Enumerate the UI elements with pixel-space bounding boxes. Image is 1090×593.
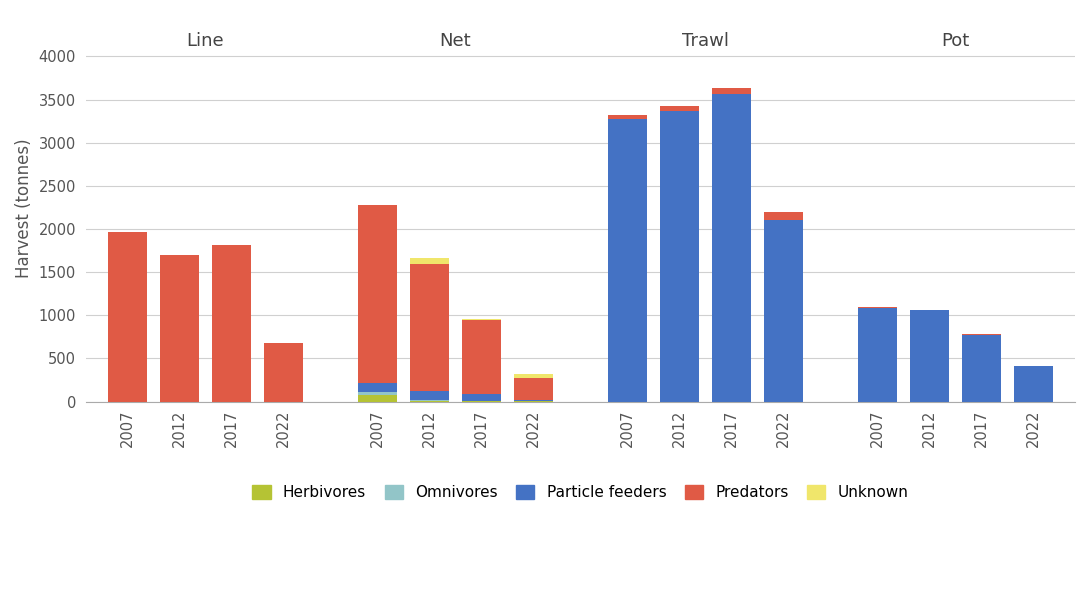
Bar bbox=[514, 374, 553, 378]
Bar bbox=[358, 395, 397, 401]
Bar bbox=[410, 400, 449, 401]
Bar bbox=[608, 114, 646, 119]
Y-axis label: Harvest (tonnes): Harvest (tonnes) bbox=[15, 139, 33, 278]
Bar bbox=[712, 88, 751, 94]
Text: Net: Net bbox=[439, 31, 471, 50]
Bar bbox=[462, 394, 501, 401]
Bar bbox=[358, 392, 397, 395]
Bar bbox=[858, 308, 897, 401]
Bar bbox=[462, 319, 501, 320]
Bar bbox=[410, 259, 449, 263]
Bar bbox=[659, 111, 699, 401]
Bar bbox=[910, 310, 948, 401]
Bar bbox=[764, 212, 803, 221]
Bar bbox=[410, 263, 449, 391]
Text: Trawl: Trawl bbox=[682, 31, 729, 50]
Bar bbox=[712, 94, 751, 401]
Text: Line: Line bbox=[186, 31, 225, 50]
Text: Pot: Pot bbox=[941, 31, 969, 50]
Legend: Herbivores, Omnivores, Particle feeders, Predators, Unknown: Herbivores, Omnivores, Particle feeders,… bbox=[246, 479, 915, 506]
Bar bbox=[462, 320, 501, 394]
Bar bbox=[410, 391, 449, 400]
Bar bbox=[764, 221, 803, 401]
Bar bbox=[1014, 366, 1053, 401]
Bar bbox=[108, 232, 147, 401]
Bar bbox=[358, 382, 397, 392]
Bar bbox=[264, 343, 303, 401]
Bar bbox=[514, 378, 553, 400]
Bar bbox=[514, 400, 553, 401]
Bar bbox=[358, 205, 397, 382]
Bar bbox=[608, 119, 646, 401]
Bar bbox=[961, 334, 1001, 401]
Bar bbox=[213, 246, 251, 401]
Bar bbox=[659, 107, 699, 111]
Bar bbox=[160, 255, 199, 401]
